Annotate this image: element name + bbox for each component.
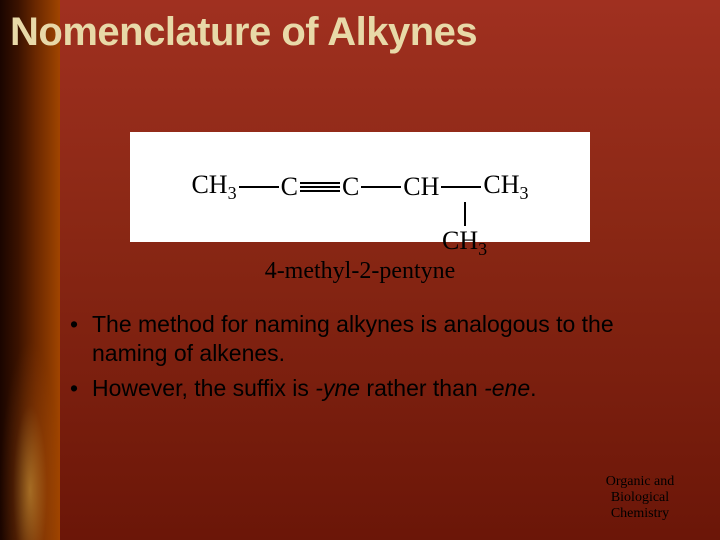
bond-triple-icon [300,182,340,192]
footer-line: Chemistry [590,506,690,522]
structure-branch: CH3 [442,202,487,260]
bond-single-icon [441,186,481,188]
bullet-list: The method for naming alkynes is analogo… [70,310,680,408]
suffix-ene: -ene [484,375,530,401]
atom-c1: CH3 [191,172,236,202]
list-item: The method for naming alkynes is analogo… [70,310,680,368]
slide: Nomenclature of Alkynes CH3 C C CH CH3 C… [0,0,720,540]
bond-single-icon [361,186,401,188]
footer-badge: Organic and Biological Chemistry [590,474,690,522]
bullet-text: . [530,375,536,401]
atom-c3: C [342,174,359,200]
bullet-text: However, the suffix is [92,375,315,401]
atom-c2: C [281,174,298,200]
atom-c5: CH3 [483,172,528,202]
chemical-structure: CH3 C C CH CH3 CH3 [130,132,590,242]
list-item: However, the suffix is -yne rather than … [70,374,680,403]
compound-name: 4-methyl-2-pentyne [0,258,720,285]
atom-branch: CH3 [442,226,487,260]
bond-single-icon [239,186,279,188]
bullet-text: The method for naming alkynes is analogo… [92,311,614,366]
page-title: Nomenclature of Alkynes [10,10,477,55]
structure-main-chain: CH3 C C CH CH3 [191,172,528,202]
footer-line: Organic and [590,474,690,490]
atom-c4: CH [403,174,439,200]
suffix-yne: -yne [315,375,360,401]
footer-line: Biological [590,490,690,506]
bond-vertical-icon [464,202,466,226]
bullet-text: rather than [360,375,484,401]
